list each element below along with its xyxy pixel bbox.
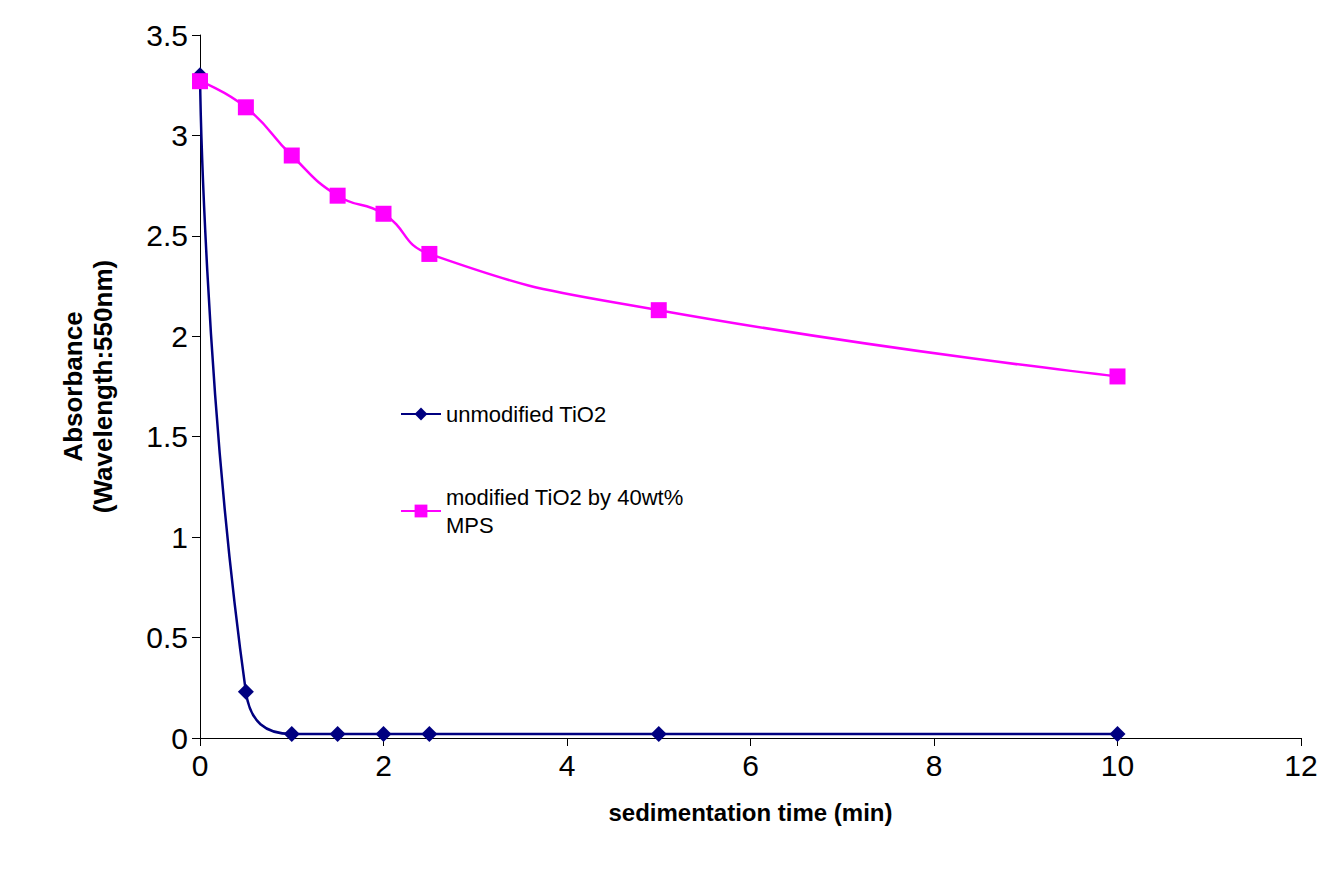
svg-text:0.5: 0.5	[146, 621, 188, 654]
svg-text:1: 1	[171, 521, 188, 554]
svg-text:Absorbance: Absorbance	[58, 311, 88, 461]
svg-text:6: 6	[742, 749, 759, 782]
svg-text:MPS: MPS	[446, 513, 494, 538]
svg-text:(Wavelength:550nm): (Wavelength:550nm)	[88, 260, 118, 513]
svg-text:8: 8	[926, 749, 943, 782]
svg-text:4: 4	[559, 749, 576, 782]
svg-text:3.5: 3.5	[146, 19, 188, 52]
svg-text:0: 0	[171, 722, 188, 755]
svg-text:1.5: 1.5	[146, 420, 188, 453]
svg-text:2.5: 2.5	[146, 219, 188, 252]
svg-text:sedimentation time (min): sedimentation time (min)	[608, 799, 892, 826]
svg-text:2: 2	[171, 320, 188, 353]
svg-text:unmodified TiO2: unmodified TiO2	[446, 402, 606, 427]
svg-text:modified TiO2 by 40wt%: modified TiO2 by 40wt%	[446, 485, 683, 510]
svg-text:0: 0	[192, 749, 209, 782]
svg-text:12: 12	[1284, 749, 1317, 782]
svg-text:2: 2	[375, 749, 392, 782]
svg-text:10: 10	[1101, 749, 1134, 782]
svg-text:3: 3	[171, 119, 188, 152]
